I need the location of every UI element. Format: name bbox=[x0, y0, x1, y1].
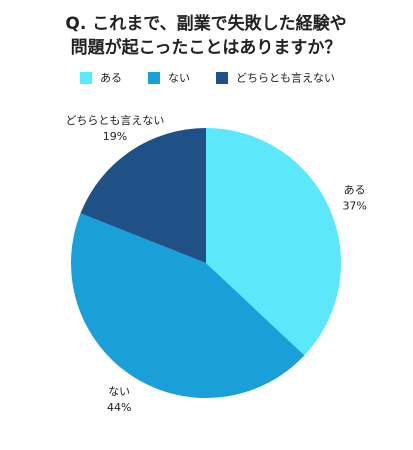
legend-label: どちらとも言えない bbox=[236, 72, 335, 85]
slice-category: ある bbox=[344, 184, 366, 197]
legend-swatch bbox=[216, 72, 228, 84]
slice-category: ない bbox=[108, 385, 130, 398]
legend-swatch bbox=[148, 72, 160, 84]
slice-category: どちらとも言えない bbox=[65, 114, 164, 127]
legend-label: ある bbox=[100, 72, 122, 85]
chart-title: Q. これまで、副業で失敗した経験や bbox=[65, 13, 346, 34]
pie-slice bbox=[206, 128, 341, 356]
pie-slice bbox=[80, 128, 206, 263]
chart-title: 問題が起こったことはありますか？ bbox=[71, 37, 342, 58]
pie-slice bbox=[71, 213, 305, 398]
slice-value: 37% bbox=[342, 200, 366, 213]
legend-label: ない bbox=[168, 72, 190, 85]
slice-value: 19% bbox=[103, 130, 127, 143]
slice-value: 44% bbox=[107, 401, 131, 414]
legend-swatch bbox=[80, 72, 92, 84]
